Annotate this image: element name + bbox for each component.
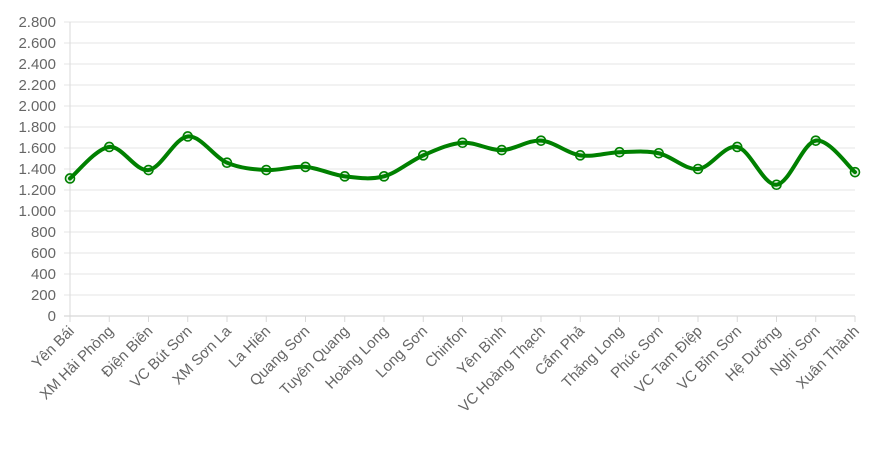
data-point[interactable] xyxy=(103,141,115,153)
data-point[interactable] xyxy=(771,179,782,191)
y-tick-label: 1.200 xyxy=(18,182,56,199)
data-point[interactable] xyxy=(574,150,586,161)
series-line xyxy=(68,134,857,187)
y-tick-label: 1.800 xyxy=(18,119,56,136)
data-point[interactable] xyxy=(731,141,743,153)
data-point[interactable] xyxy=(692,163,704,175)
y-tick-label: 0 xyxy=(48,308,56,325)
y-tick-labels: 0 200 400 600 800 1.000 1.200 1.400 1.600 1.800 2.… xyxy=(18,14,56,325)
y-tick-label: 2.600 xyxy=(18,35,56,52)
axes xyxy=(69,22,856,322)
y-tick-label: 600 xyxy=(31,245,56,262)
data-point[interactable] xyxy=(496,144,508,156)
y-tick-label: 1.600 xyxy=(18,140,56,157)
y-tick-label: 2.800 xyxy=(18,14,56,31)
y-tick-label: 2.400 xyxy=(18,56,56,73)
y-tick-label: 1.000 xyxy=(18,203,56,220)
data-point[interactable] xyxy=(457,137,468,149)
data-point[interactable] xyxy=(378,171,390,182)
data-point[interactable] xyxy=(300,161,311,173)
data-point[interactable] xyxy=(221,157,233,168)
y-tick-label: 200 xyxy=(31,287,56,304)
y-tick-label: 1.400 xyxy=(18,161,56,178)
data-point[interactable] xyxy=(339,171,351,182)
data-point[interactable] xyxy=(64,173,76,184)
series-layer xyxy=(64,131,861,191)
data-point[interactable] xyxy=(849,166,861,178)
y-tick-label: 2.000 xyxy=(18,98,56,115)
data-point[interactable] xyxy=(810,135,822,146)
data-point[interactable] xyxy=(614,146,625,158)
data-point[interactable] xyxy=(260,164,272,176)
data-point[interactable] xyxy=(182,131,194,142)
y-tick-label: 2.200 xyxy=(18,77,56,94)
grid-lines xyxy=(64,21,855,317)
data-point[interactable] xyxy=(535,135,547,146)
data-point[interactable] xyxy=(653,147,665,159)
y-tick-label: 800 xyxy=(31,224,56,241)
y-tick-label: 400 xyxy=(31,266,56,283)
data-point[interactable] xyxy=(417,150,429,161)
data-point[interactable] xyxy=(143,164,154,176)
